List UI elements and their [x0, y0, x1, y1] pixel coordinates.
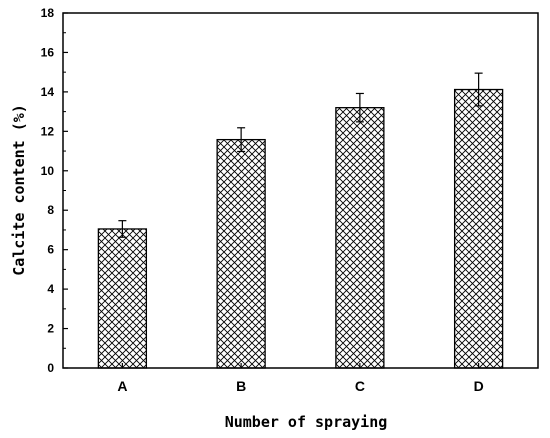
y-tick-label: 18 — [41, 6, 55, 20]
chart-marks — [97, 72, 504, 369]
x-tick-label-C: C — [355, 378, 365, 394]
y-axis: 0 2 4 6 8 10 12 14 16 18 — [41, 6, 68, 375]
x-tick-label-A: A — [117, 378, 127, 394]
y-axis-title: Calcite content (%) — [10, 104, 28, 276]
y-tick-label: 12 — [41, 124, 55, 138]
y-tick-label: 10 — [41, 164, 55, 178]
y-tick-label: 14 — [41, 85, 55, 99]
y-tick-label: 8 — [47, 203, 54, 217]
y-tick-label: 4 — [47, 282, 54, 296]
bar-B — [216, 138, 266, 369]
bar-C — [335, 107, 385, 369]
y-tick-label: 6 — [47, 243, 54, 257]
x-axis: A B C D — [117, 363, 484, 394]
bar-D — [453, 88, 504, 369]
bar-A — [97, 228, 148, 369]
x-tick-label-D: D — [474, 378, 484, 394]
y-tick-label: 0 — [47, 361, 54, 375]
x-tick-label-B: B — [236, 378, 246, 394]
x-axis-title: Number of spraying — [225, 413, 388, 431]
y-tick-label: 2 — [47, 322, 54, 336]
y-tick-label: 16 — [41, 45, 55, 59]
